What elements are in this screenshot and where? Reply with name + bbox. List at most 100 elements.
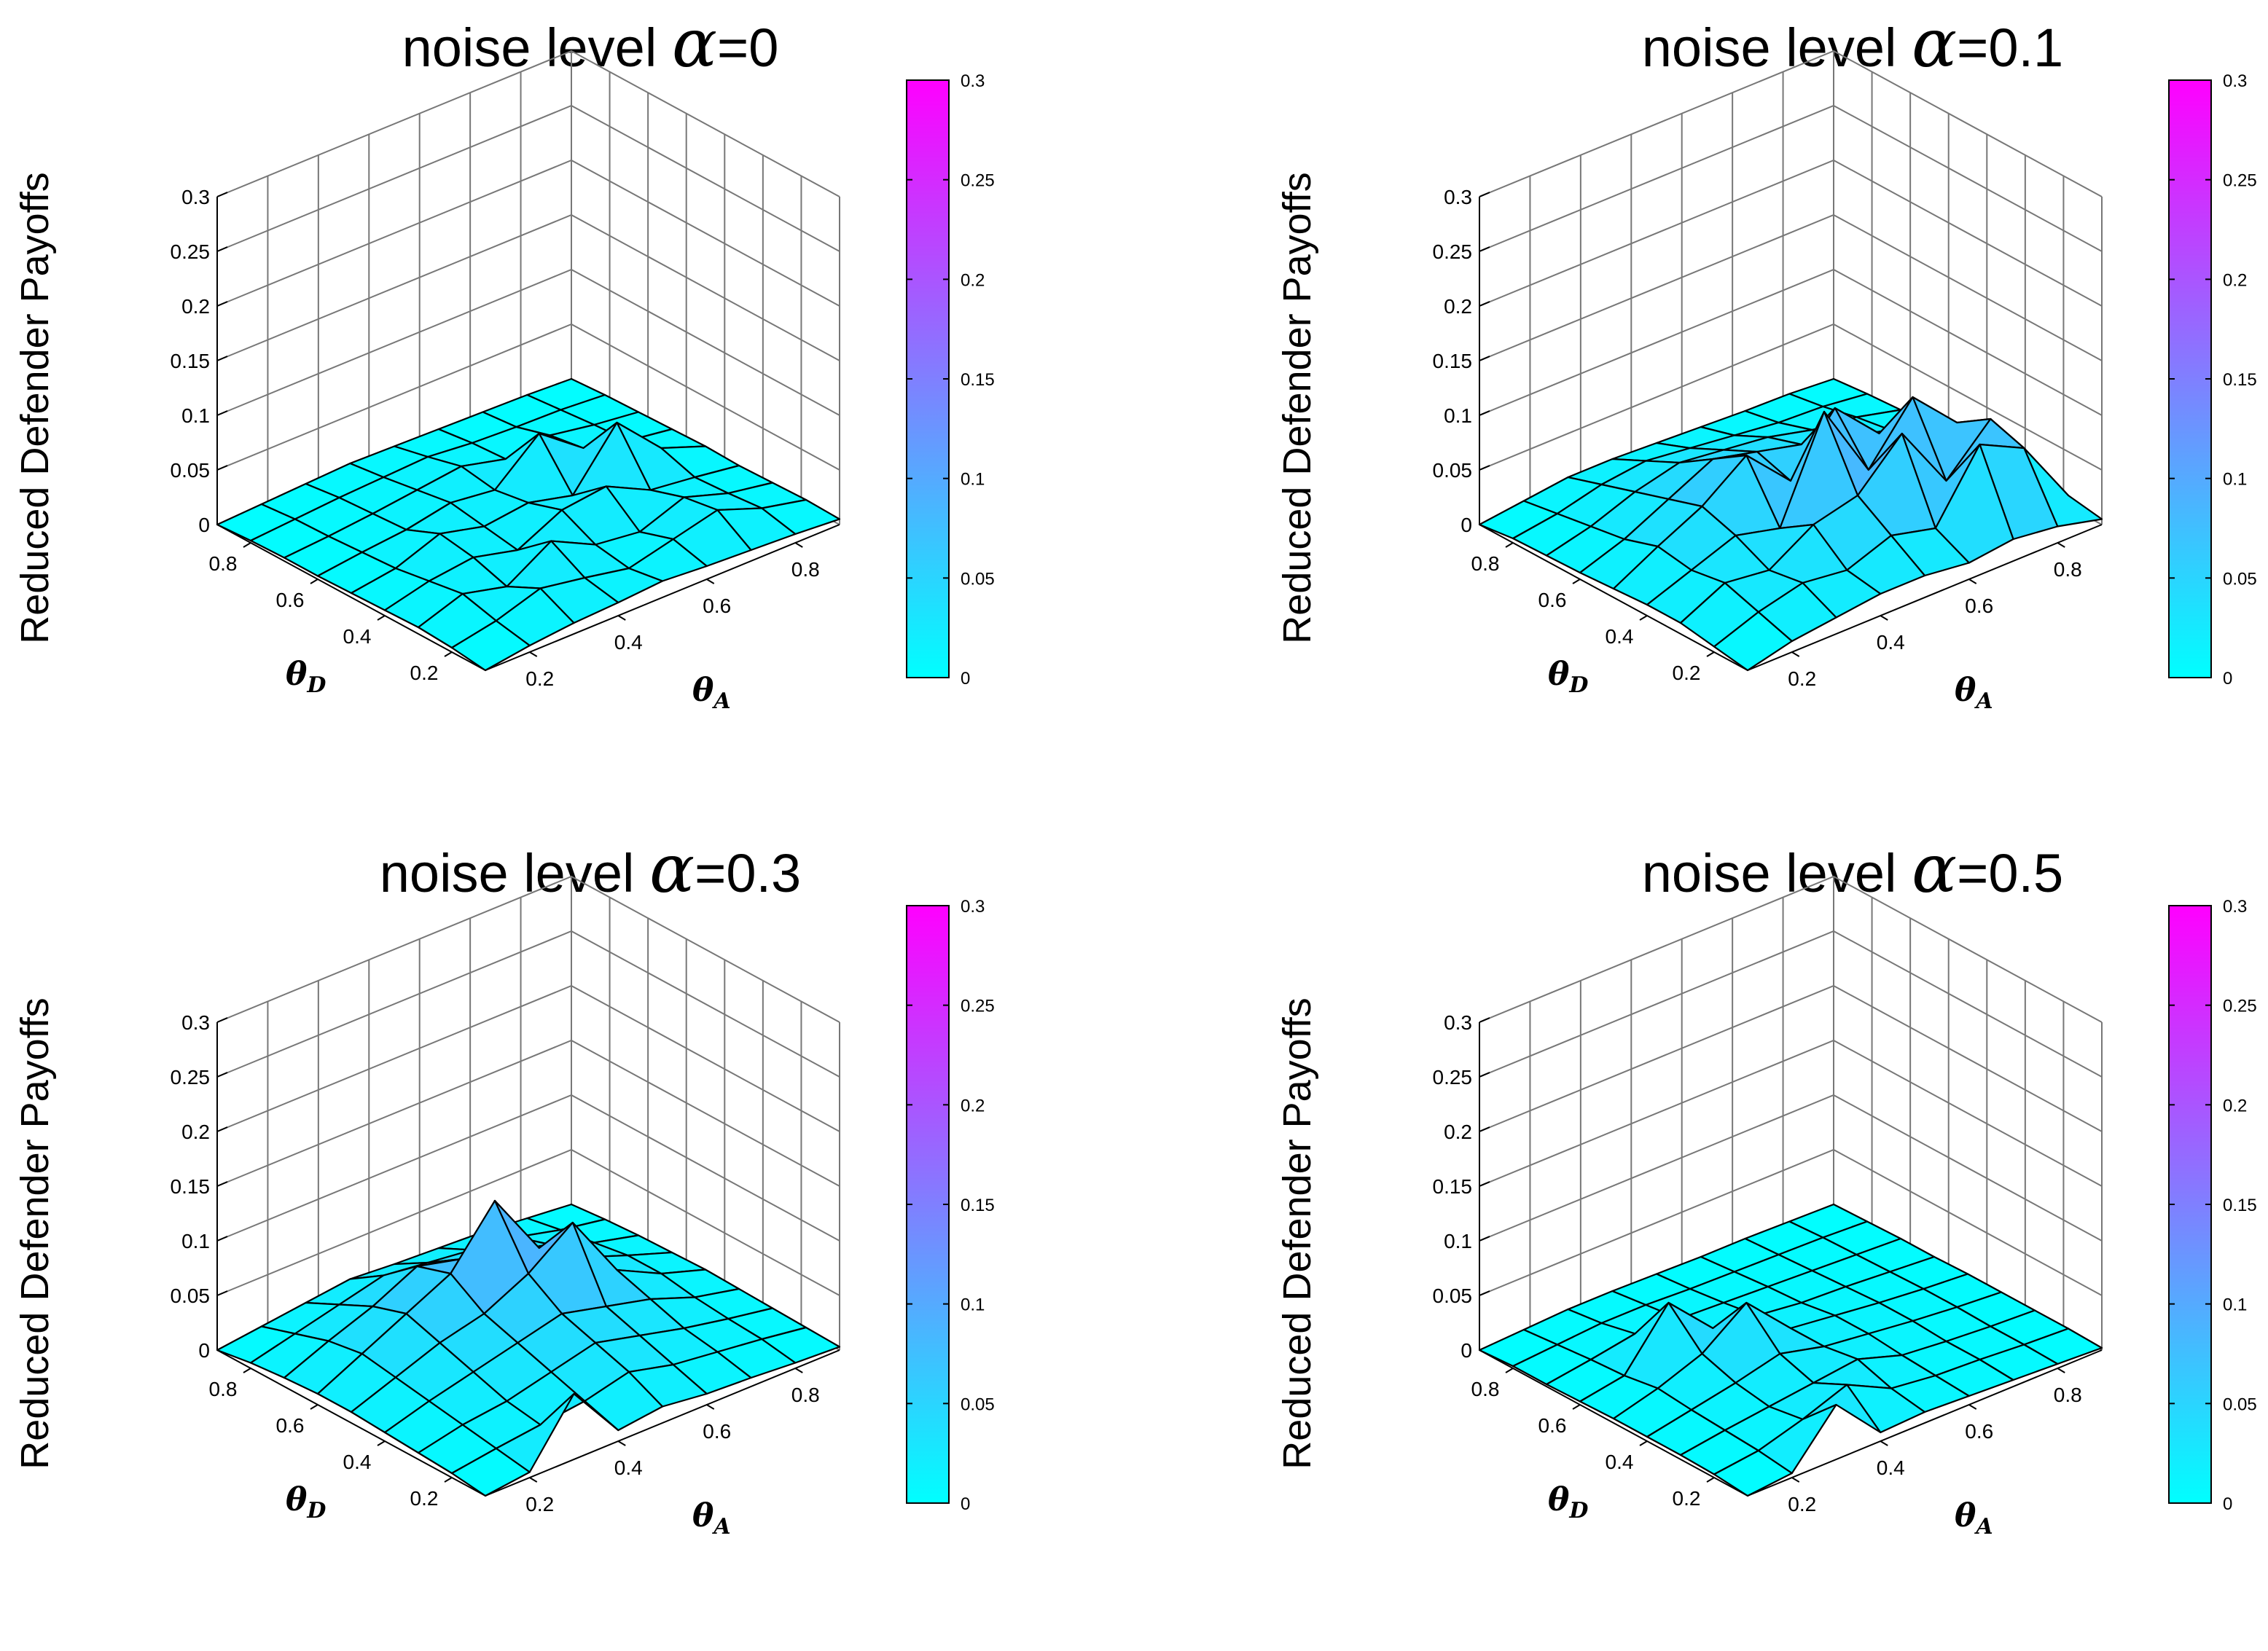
x-axis-line xyxy=(1747,524,2103,671)
alpha-symbol: α xyxy=(649,830,695,908)
surface xyxy=(1478,377,2103,672)
y-tick-label: 0.8 xyxy=(1471,1378,1500,1400)
colorbar-tick-label: 0.15 xyxy=(961,370,995,390)
colorbar: 0 0.05 0.1 0.15 0.2 0.25 0.3 xyxy=(906,71,995,689)
z-tick-mark xyxy=(216,465,228,471)
y-axis-subscript: D xyxy=(306,672,326,698)
y-tick-mark xyxy=(243,1368,251,1373)
z-tick-label: 0.05 xyxy=(1433,1285,1473,1307)
x-axis-line xyxy=(1747,1349,2103,1497)
z-tick-mark xyxy=(216,1181,228,1187)
x-axis-label: θA xyxy=(1955,1497,1993,1540)
y-axis-symbol: θ xyxy=(1548,656,1570,693)
z-tick-label: 0.2 xyxy=(181,1121,210,1143)
y-tick-mark xyxy=(243,542,251,548)
z-tick-label: 0.15 xyxy=(171,1175,211,1198)
surface xyxy=(216,377,841,672)
x-tick-mark xyxy=(706,1404,715,1410)
y-tick-label: 0.2 xyxy=(1673,662,1701,684)
colorbar-tick-label: 0.2 xyxy=(961,1096,985,1115)
colorbar-tick-label: 0 xyxy=(961,669,970,689)
title-value: =0.5 xyxy=(1957,843,2064,903)
z-tick-mark xyxy=(216,1290,228,1296)
z-tick-label: 0.1 xyxy=(181,404,210,427)
colorbar-gradient xyxy=(2168,79,2212,678)
y-tick-label: 0.6 xyxy=(1538,1414,1567,1437)
x-tick-label: 0.4 xyxy=(614,631,643,654)
y-axis-line xyxy=(216,524,486,671)
x-tick-label: 0.6 xyxy=(1965,1420,1993,1443)
x-tick-mark xyxy=(1791,1477,1800,1483)
z-tick-label: 0.2 xyxy=(1444,295,1472,318)
colorbar-tick-label: 0.15 xyxy=(2223,370,2257,390)
surface-plot: 0 0.05 0.1 0.15 0.2 0.25 0.3 0.2 0.4 0.6 0.8 0.2 0.4… xyxy=(1433,50,2257,714)
z-tick-label: 0.15 xyxy=(1433,350,1473,372)
z-tick-mark xyxy=(216,1126,228,1132)
z-tick-label: 0.3 xyxy=(181,186,210,208)
colorbar-tick-label: 0.05 xyxy=(2223,1395,2257,1414)
y-tick-label: 0.2 xyxy=(410,1487,439,1510)
z-tick-label: 0.25 xyxy=(171,1066,211,1089)
surface-plot: 0 0.05 0.1 0.15 0.2 0.25 0.3 0.2 0.4 0.6 0.8 0.2 0.4… xyxy=(171,875,995,1540)
title-value: =0.1 xyxy=(1957,17,2064,78)
x-tick-label: 0.4 xyxy=(1877,631,1905,654)
colorbar-tick-label: 0.3 xyxy=(2223,71,2247,91)
subplot-alpha-0-5: noise level α=0.5 Reduced Defender Payof… xyxy=(1262,825,2268,1651)
x-tick-label: 0.6 xyxy=(703,595,731,617)
z-tick-mark xyxy=(216,1236,228,1242)
colorbar-tick-label: 0.25 xyxy=(961,171,995,191)
x-tick-mark xyxy=(1968,579,1977,584)
plot-title: noise level α=0.5 xyxy=(1568,830,2137,908)
z-tick-label: 0.3 xyxy=(1444,1011,1472,1034)
y-tick-mark xyxy=(377,1440,386,1446)
x-tick-mark xyxy=(794,1368,803,1373)
x-tick-mark xyxy=(617,1440,626,1446)
z-tick-label: 0.3 xyxy=(181,1011,210,1034)
x-axis-label: θA xyxy=(692,1497,731,1540)
colorbar-tick-label: 0.1 xyxy=(2223,1295,2247,1315)
alpha-symbol: α xyxy=(1911,830,1958,908)
x-tick-mark xyxy=(1880,1440,1888,1446)
y-tick-label: 0.6 xyxy=(1538,589,1567,611)
colorbar-tick-label: 0.1 xyxy=(961,1295,985,1315)
y-tick-mark xyxy=(444,651,453,657)
y-tick-mark xyxy=(377,615,386,621)
z-tick-label: 0.25 xyxy=(1433,240,1473,263)
colorbar: 0 0.05 0.1 0.15 0.2 0.25 0.3 xyxy=(2168,897,2257,1514)
surface xyxy=(1478,1203,2103,1497)
x-axis-symbol: θ xyxy=(692,1497,714,1534)
y-tick-label: 0.6 xyxy=(276,1414,305,1437)
surface-patch xyxy=(1713,611,1793,672)
z-tick-mark xyxy=(1479,1126,1490,1132)
y-tick-mark xyxy=(1639,615,1648,621)
x-tick-label: 0.8 xyxy=(791,1384,820,1406)
z-tick-mark xyxy=(1479,356,1490,361)
x-tick-label: 0.2 xyxy=(525,1493,554,1515)
z-tick-mark xyxy=(1479,1236,1490,1242)
x-tick-mark xyxy=(529,1477,538,1483)
surface-patch xyxy=(450,1447,531,1497)
title-prefix: noise level xyxy=(1641,17,1912,78)
colorbar-tick-label: 0.1 xyxy=(961,470,985,490)
title-prefix: noise level xyxy=(379,843,649,903)
z-tick-mark xyxy=(216,246,228,252)
colorbar-tick-label: 0.05 xyxy=(961,1395,995,1414)
x-axis-symbol: θ xyxy=(1955,672,1976,709)
plot-title: noise level α=0.3 xyxy=(306,830,875,908)
z-tick-label: 0.05 xyxy=(171,459,211,482)
colorbar-tick-label: 0.05 xyxy=(961,569,995,589)
surface-plot: 0 0.05 0.1 0.15 0.2 0.25 0.3 0.2 0.4 0.6 0.8 0.2 0.4… xyxy=(1433,875,2257,1540)
colorbar-tick-label: 0.25 xyxy=(961,997,995,1016)
x-tick-mark xyxy=(617,615,626,621)
z-tick-label: 0.1 xyxy=(1444,1230,1472,1252)
z-tick-mark xyxy=(216,192,228,197)
plot-title: noise level α=0.1 xyxy=(1568,4,2137,82)
y-axis-label: θD xyxy=(286,1481,326,1523)
z-tick-label: 0 xyxy=(198,1339,210,1362)
x-axis-symbol: θ xyxy=(692,672,714,709)
colorbar-gradient xyxy=(906,79,950,678)
alpha-symbol: α xyxy=(1911,4,1958,82)
x-axis-label: θA xyxy=(692,672,731,714)
colorbar-tick-label: 0 xyxy=(2223,1494,2232,1514)
